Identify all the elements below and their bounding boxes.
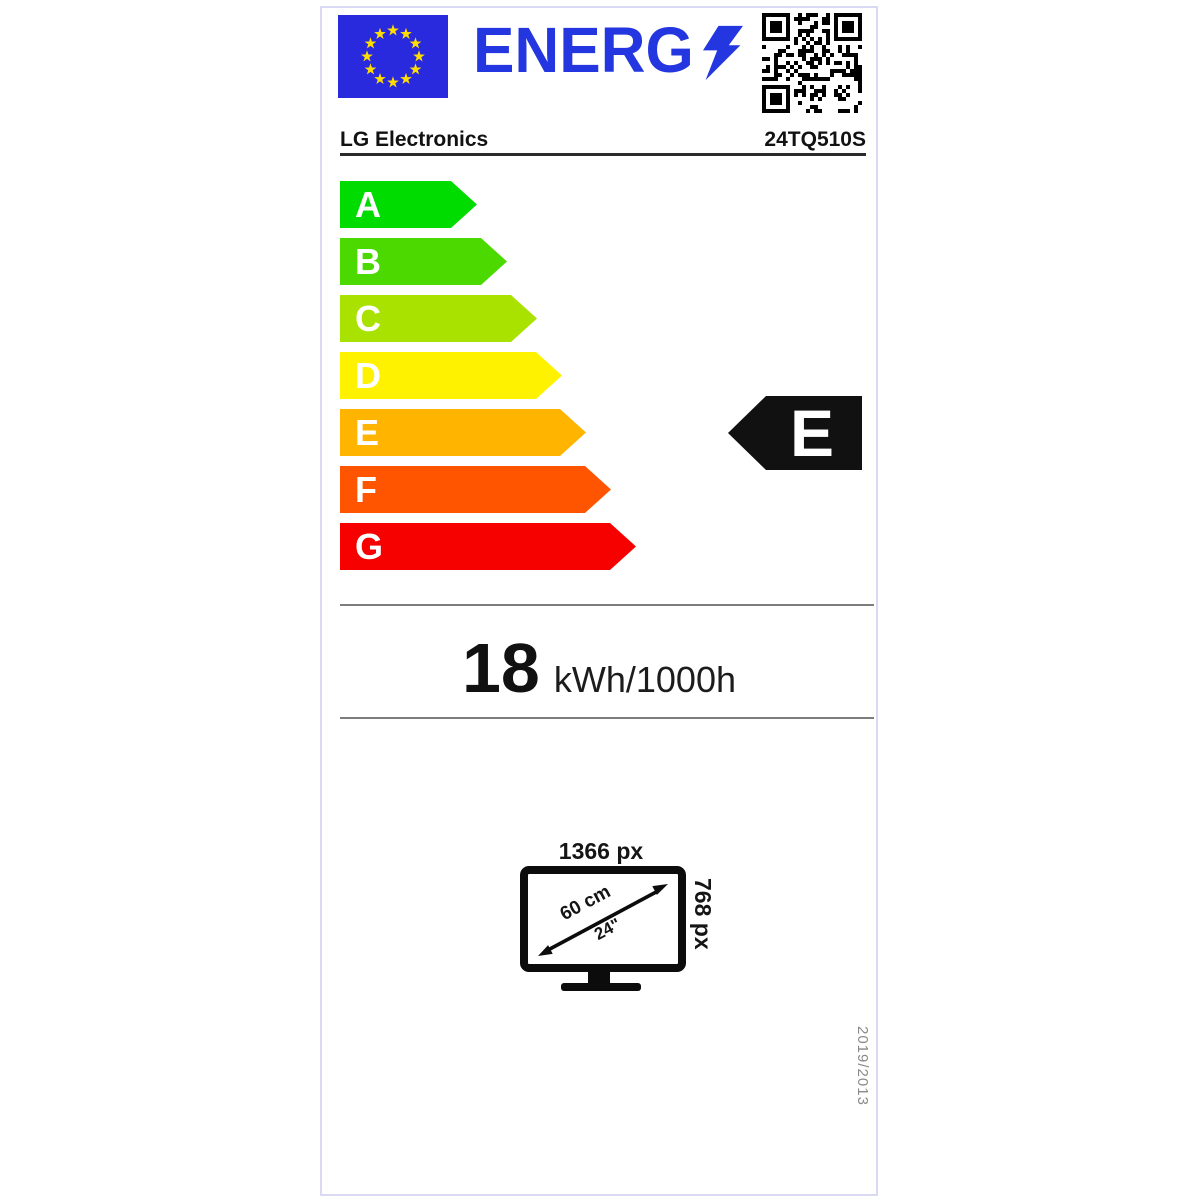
screen-width-label: 1366 px <box>558 838 644 864</box>
consumption-value: 18 <box>462 629 540 707</box>
eu-flag-icon <box>338 15 448 98</box>
rating-arrow: G <box>340 523 636 570</box>
rating-arrow: C <box>340 295 537 342</box>
current-rating-letter: E <box>789 396 835 470</box>
lightning-bolt-icon <box>702 25 743 81</box>
energ-text: ENERG <box>473 14 694 86</box>
divider <box>340 604 874 606</box>
rating-arrow: E <box>340 409 586 456</box>
energ-wordmark: ENERG <box>473 18 743 82</box>
arrowhead-icon <box>538 945 553 956</box>
rating-arrow: F <box>340 466 611 513</box>
arrowhead-icon <box>652 884 668 895</box>
rating-letter: F <box>355 468 377 510</box>
rating-letter: A <box>355 183 381 225</box>
monitor-stand-base <box>561 983 641 991</box>
regulation-number: 2019/2013 <box>854 1026 871 1106</box>
qr-code-icon <box>762 13 862 113</box>
supplier-name: LG Electronics <box>340 128 489 151</box>
rating-arrow: D <box>340 352 562 399</box>
model-identifier: 24TQ510S <box>764 128 866 151</box>
monitor-icon: 60 cm 24" <box>520 866 686 972</box>
rating-letter: E <box>355 411 380 453</box>
double-arrow-icon: 60 cm 24" <box>538 881 668 956</box>
screen-height-label: 768 px <box>690 878 716 950</box>
header-divider <box>340 153 866 156</box>
rating-letter: B <box>355 240 381 282</box>
rating-arrow: B <box>340 238 507 285</box>
rating-arrow: A <box>340 181 477 228</box>
rating-letter: D <box>355 354 381 396</box>
diagonal-inch-label: 24" <box>591 914 624 943</box>
consumption-unit: kWh/1000h <box>553 659 736 700</box>
supplier-row: LG Electronics 24TQ510S <box>340 128 866 152</box>
energy-consumption: 18 kWh/1000h <box>322 628 876 708</box>
rating-letter: G <box>355 525 384 567</box>
divider <box>340 717 874 719</box>
rating-letter: C <box>355 297 381 339</box>
monitor-stand-neck <box>588 972 610 983</box>
